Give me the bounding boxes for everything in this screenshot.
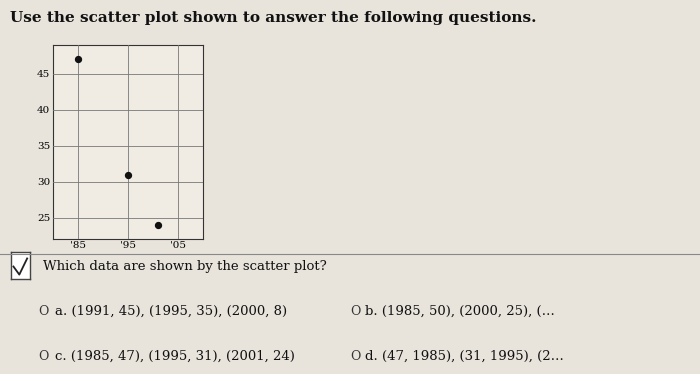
Point <box>72 56 83 62</box>
Text: O: O <box>350 350 360 363</box>
Text: O: O <box>38 305 49 318</box>
Text: Which data are shown by the scatter plot?: Which data are shown by the scatter plot… <box>43 260 327 273</box>
Text: b. (1985, 50), (2000, 25), (…: b. (1985, 50), (2000, 25), (… <box>365 305 555 318</box>
Point <box>122 172 133 178</box>
Text: O: O <box>38 350 49 363</box>
Text: Use the scatter plot shown to answer the following questions.: Use the scatter plot shown to answer the… <box>10 11 537 25</box>
Text: c. (1985, 47), (1995, 31), (2001, 24): c. (1985, 47), (1995, 31), (2001, 24) <box>55 350 295 363</box>
Text: d. (47, 1985), (31, 1995), (2…: d. (47, 1985), (31, 1995), (2… <box>365 350 564 363</box>
Text: O: O <box>350 305 360 318</box>
Point <box>153 222 164 228</box>
Text: a. (1991, 45), (1995, 35), (2000, 8): a. (1991, 45), (1995, 35), (2000, 8) <box>55 305 287 318</box>
